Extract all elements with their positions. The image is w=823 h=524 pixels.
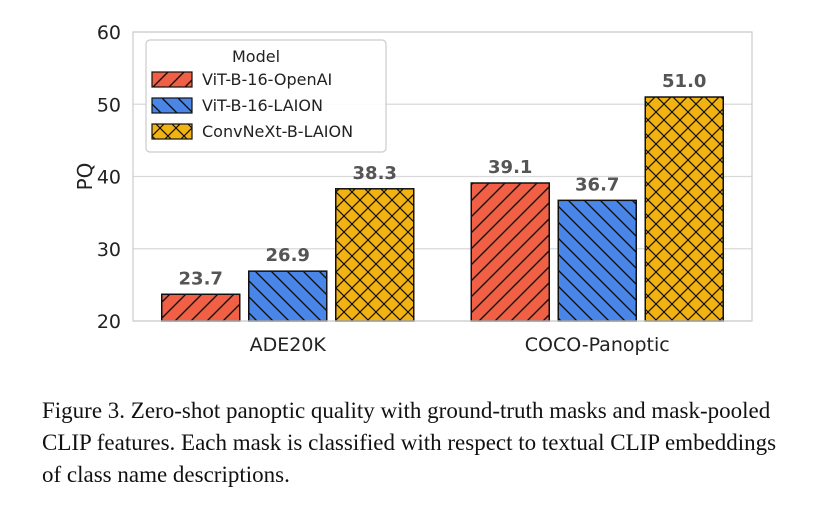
y-tick-label: 30	[97, 239, 121, 261]
axes: 20 30 40 50 60 ADE20K COCO-Panoptic	[97, 22, 753, 356]
bar-value-label: 26.9	[266, 245, 310, 266]
legend-swatch-hatch	[151, 97, 193, 114]
bar-hatch	[644, 96, 724, 322]
legend-swatch-hatch	[151, 71, 193, 88]
bar-hatch	[248, 270, 328, 322]
legend-box	[145, 39, 387, 153]
bar-value-label: 39.1	[488, 157, 532, 178]
legend-entry: ConvNeXt-B-LAION	[202, 122, 353, 141]
y-axis-label: PQ	[73, 163, 97, 191]
bar-value-label: 51.0	[662, 71, 706, 92]
legend: Model ViT-B-16-OpenAI ViT-B-16-LAION ConvNe…	[145, 39, 387, 153]
legend-title: Model	[232, 47, 280, 66]
x-tick-label: COCO-Panoptic	[525, 334, 670, 356]
bar-chart: 23.7 26.9 38.3 39.1 36.7 51.0 20 30 40 50 60 ADE20…	[73, 22, 753, 356]
y-tick-label: 60	[97, 22, 121, 44]
legend-swatch-hatch	[151, 123, 193, 140]
legend-entry: ViT-B-16-OpenAI	[202, 70, 332, 89]
y-tick-label: 40	[97, 167, 121, 189]
x-tick-label: ADE20K	[250, 334, 327, 356]
bar-value-label: 38.3	[353, 163, 397, 184]
bar-hatch	[557, 199, 637, 322]
bars	[161, 96, 724, 322]
y-tick-label: 50	[97, 94, 121, 116]
bar-hatch	[161, 293, 241, 322]
legend-entry: ViT-B-16-LAION	[202, 96, 323, 115]
bar-hatch	[335, 188, 415, 322]
figure-caption: Figure 3. Zero-shot panoptic quality wit…	[42, 398, 777, 487]
bar-value-label: 23.7	[179, 268, 223, 289]
bar-value-label: 36.7	[575, 174, 619, 195]
y-tick-label: 20	[97, 311, 121, 333]
bar-hatch	[470, 182, 550, 322]
plot-frame	[132, 31, 753, 322]
value-labels: 23.7 26.9 38.3 39.1 36.7 51.0	[179, 71, 707, 289]
